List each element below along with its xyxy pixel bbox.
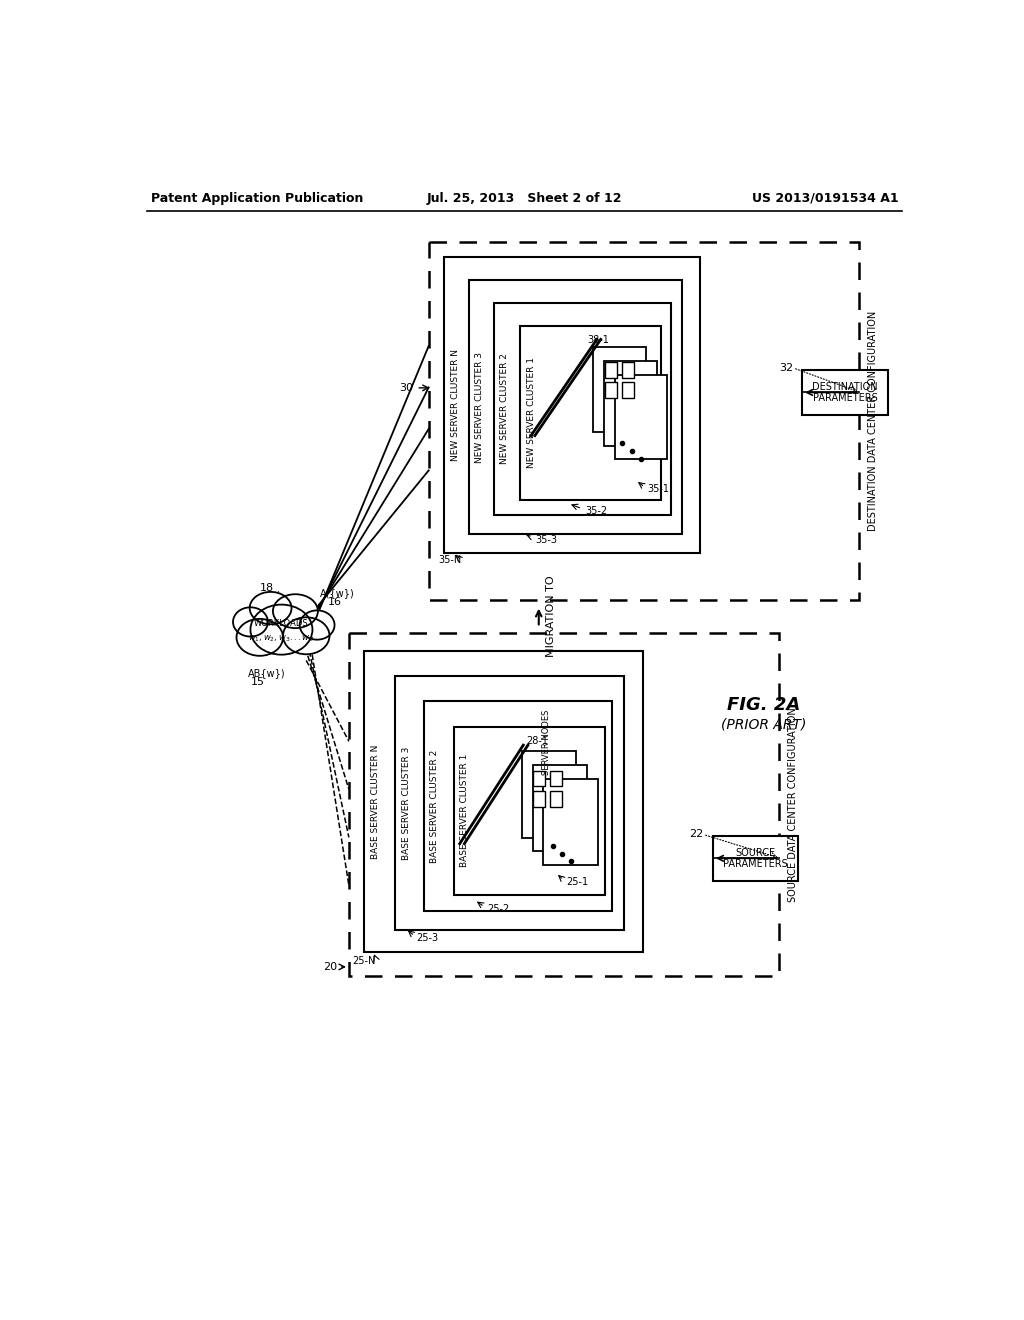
- Text: 25-1: 25-1: [566, 878, 588, 887]
- Bar: [593, 347, 646, 432]
- Text: 28-1: 28-1: [526, 735, 548, 746]
- Text: MIGRATION TO: MIGRATION TO: [547, 576, 556, 657]
- Bar: [604, 383, 617, 397]
- Text: 25-2: 25-2: [486, 904, 509, 915]
- Bar: [550, 792, 562, 807]
- Bar: [713, 836, 799, 880]
- Bar: [604, 363, 617, 378]
- Text: 22: 22: [689, 829, 703, 840]
- Text: 30: 30: [399, 383, 414, 393]
- Text: (PRIOR ART): (PRIOR ART): [721, 717, 806, 731]
- Text: 32: 32: [779, 363, 793, 372]
- Bar: [469, 280, 682, 535]
- Text: 35-N: 35-N: [438, 556, 461, 565]
- Bar: [521, 751, 575, 838]
- Bar: [424, 701, 611, 911]
- Text: SERVER NODES: SERVER NODES: [542, 709, 551, 775]
- Ellipse shape: [233, 607, 268, 636]
- Bar: [550, 771, 562, 785]
- Text: BASE SERVER CLUSTER 1: BASE SERVER CLUSTER 1: [460, 754, 469, 867]
- Text: DESTINATION
PARAMETERS: DESTINATION PARAMETERS: [812, 381, 878, 404]
- Text: DESTINATION DATA CENTER CONFIGURATION: DESTINATION DATA CENTER CONFIGURATION: [867, 310, 878, 531]
- Text: 20: 20: [324, 962, 337, 972]
- Text: AB{w}): AB{w}): [248, 668, 286, 677]
- Text: NEW SERVER CLUSTER 3: NEW SERVER CLUSTER 3: [475, 351, 484, 462]
- Ellipse shape: [251, 605, 312, 655]
- Bar: [395, 676, 624, 929]
- Ellipse shape: [237, 619, 283, 656]
- Text: NEW SERVER CLUSTER 2: NEW SERVER CLUSTER 2: [500, 354, 509, 465]
- Text: 35-2: 35-2: [586, 506, 607, 516]
- Text: 15: 15: [251, 677, 264, 686]
- Text: 38-1: 38-1: [588, 335, 609, 345]
- Bar: [494, 304, 671, 515]
- Text: SOURCE DATA CENTER CONFIGURATION: SOURCE DATA CENTER CONFIGURATION: [787, 708, 798, 902]
- Text: 25-3: 25-3: [417, 933, 438, 942]
- Bar: [532, 792, 545, 807]
- Bar: [444, 257, 700, 553]
- Text: 25-N: 25-N: [352, 956, 376, 966]
- Text: FIG. 2A: FIG. 2A: [727, 696, 800, 714]
- Text: US 2013/0191534 A1: US 2013/0191534 A1: [752, 191, 898, 205]
- Bar: [614, 375, 668, 459]
- Ellipse shape: [273, 594, 317, 628]
- Text: BASE SERVER CLUSTER N: BASE SERVER CLUSTER N: [371, 744, 380, 858]
- Text: NEW SERVER CLUSTER N: NEW SERVER CLUSTER N: [451, 348, 460, 461]
- Text: 35-1: 35-1: [647, 484, 670, 495]
- Bar: [532, 766, 587, 851]
- Text: $w_1, w_2, w_3...w_Z$: $w_1, w_2, w_3...w_Z$: [248, 634, 315, 644]
- Text: Patent Application Publication: Patent Application Publication: [152, 191, 364, 205]
- Text: 18: 18: [259, 583, 273, 593]
- Text: A({w}): A({w}): [321, 589, 355, 598]
- Text: NEW SERVER CLUSTER 1: NEW SERVER CLUSTER 1: [526, 356, 536, 469]
- Bar: [604, 360, 656, 446]
- Bar: [544, 779, 598, 866]
- Bar: [622, 363, 634, 378]
- Text: 16: 16: [328, 597, 342, 607]
- Bar: [520, 326, 662, 499]
- Bar: [349, 634, 779, 977]
- Bar: [365, 651, 643, 952]
- Text: SOURCE
PARAMETERS: SOURCE PARAMETERS: [723, 847, 788, 869]
- Text: 35-3: 35-3: [535, 535, 557, 545]
- Bar: [802, 370, 888, 414]
- Ellipse shape: [300, 610, 335, 640]
- Text: WORKLOADS: WORKLOADS: [254, 619, 309, 628]
- Bar: [454, 726, 605, 895]
- Ellipse shape: [250, 591, 292, 624]
- Ellipse shape: [283, 618, 330, 655]
- Text: Jul. 25, 2013   Sheet 2 of 12: Jul. 25, 2013 Sheet 2 of 12: [427, 191, 623, 205]
- Bar: [532, 771, 545, 785]
- Bar: [622, 383, 634, 397]
- Text: BASE SERVER CLUSTER 3: BASE SERVER CLUSTER 3: [401, 746, 411, 859]
- Bar: [429, 242, 859, 599]
- Text: BASE SERVER CLUSTER 2: BASE SERVER CLUSTER 2: [430, 750, 439, 862]
